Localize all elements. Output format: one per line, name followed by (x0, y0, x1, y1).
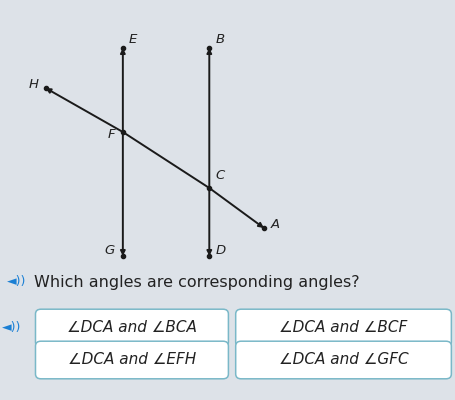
Text: C: C (215, 169, 224, 182)
FancyBboxPatch shape (236, 341, 451, 379)
Text: ◄)): ◄)) (2, 322, 22, 334)
Text: B: B (215, 33, 224, 46)
Text: A: A (271, 218, 280, 231)
FancyBboxPatch shape (236, 309, 451, 347)
Text: ∠DCA and ∠BCA: ∠DCA and ∠BCA (67, 320, 197, 336)
Text: G: G (105, 244, 115, 256)
Text: Which angles are corresponding angles?: Which angles are corresponding angles? (34, 274, 360, 290)
Text: ∠DCA and ∠EFH: ∠DCA and ∠EFH (68, 352, 196, 368)
Text: F: F (107, 128, 115, 140)
Text: D: D (215, 244, 226, 256)
FancyBboxPatch shape (35, 309, 228, 347)
FancyBboxPatch shape (35, 341, 228, 379)
Text: E: E (129, 33, 137, 46)
Text: H: H (29, 78, 39, 90)
Text: ∠DCA and ∠BCF: ∠DCA and ∠BCF (279, 320, 408, 336)
Text: ∠DCA and ∠GFC: ∠DCA and ∠GFC (279, 352, 408, 368)
Text: ◄)): ◄)) (7, 276, 26, 288)
